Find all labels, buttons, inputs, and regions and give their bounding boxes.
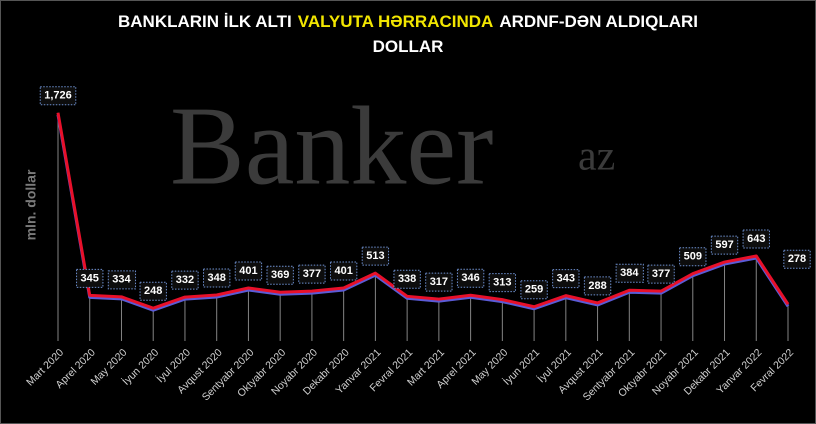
data-label: 509 bbox=[679, 247, 707, 267]
data-label-box bbox=[456, 268, 485, 288]
data-label-text: 345 bbox=[81, 272, 99, 284]
data-label: 1,726 bbox=[39, 86, 77, 106]
data-label: 317 bbox=[425, 272, 453, 292]
data-label-text: 401 bbox=[239, 265, 257, 277]
data-label-box bbox=[615, 263, 644, 283]
data-label-text: 377 bbox=[303, 268, 321, 280]
title-part: BANKLARIN İLK ALTI bbox=[118, 12, 292, 31]
line-shadow bbox=[56, 114, 790, 312]
data-label-text: 369 bbox=[271, 269, 289, 281]
data-label: 248 bbox=[139, 281, 167, 301]
data-label-box bbox=[783, 249, 811, 269]
data-label-box bbox=[583, 276, 612, 296]
data-label-text: 513 bbox=[366, 250, 384, 262]
watermark-sup: az bbox=[578, 134, 615, 180]
data-label-box bbox=[39, 86, 77, 106]
data-label-box bbox=[234, 261, 263, 281]
data-label-box bbox=[203, 268, 231, 288]
data-label: 343 bbox=[552, 269, 580, 289]
data-label: 332 bbox=[171, 270, 199, 290]
title-part: ARDNF-DƏN ALDIQLARI bbox=[499, 12, 698, 31]
title-part: DOLLAR bbox=[373, 37, 444, 56]
data-label-box bbox=[425, 272, 453, 292]
data-label: 278 bbox=[783, 249, 811, 269]
data-label: 313 bbox=[488, 273, 517, 293]
data-label: 513 bbox=[361, 246, 390, 266]
data-label-box bbox=[679, 247, 707, 267]
line bbox=[56, 112, 790, 310]
data-label-text: 317 bbox=[430, 276, 448, 288]
y-axis-label: mln. dollar bbox=[23, 169, 39, 240]
data-label: 377 bbox=[298, 264, 326, 284]
data-label-text: 288 bbox=[588, 280, 606, 292]
data-label: 345 bbox=[76, 268, 104, 288]
data-label-text: 278 bbox=[788, 253, 806, 265]
data-label-box bbox=[361, 246, 390, 266]
data-label-text: 597 bbox=[715, 239, 733, 251]
data-label-box bbox=[742, 229, 770, 249]
title-part: VALYUTA HƏRRACINDA bbox=[298, 12, 494, 31]
data-label: 288 bbox=[583, 276, 612, 296]
data-label-box bbox=[488, 273, 517, 293]
data-label: 597 bbox=[710, 235, 739, 255]
data-label-box bbox=[329, 261, 358, 281]
data-label-text: 334 bbox=[112, 274, 131, 286]
data-label-box bbox=[76, 268, 104, 288]
data-label-text: 643 bbox=[747, 233, 765, 245]
data-label-box bbox=[552, 269, 580, 289]
data-label-text: 338 bbox=[398, 273, 416, 285]
data-label: 377 bbox=[647, 264, 675, 284]
data-label-box bbox=[393, 269, 421, 289]
data-label: 346 bbox=[456, 268, 485, 288]
data-label: 338 bbox=[393, 269, 421, 289]
data-label-box bbox=[171, 270, 199, 290]
data-label-box bbox=[520, 280, 548, 300]
data-label-box bbox=[647, 264, 675, 284]
data-label: 369 bbox=[266, 265, 294, 285]
data-label-text: 401 bbox=[334, 265, 352, 277]
data-label-text: 248 bbox=[144, 285, 162, 297]
data-label-text: 343 bbox=[557, 273, 575, 285]
data-label-box bbox=[266, 265, 294, 285]
chart-title: BANKLARIN İLK ALTI VALYUTA HƏRRACINDA ARDN… bbox=[118, 12, 698, 31]
data-label: 259 bbox=[520, 280, 548, 300]
data-label-box bbox=[139, 281, 167, 301]
data-label-text: 384 bbox=[620, 267, 639, 279]
data-label-box bbox=[710, 235, 739, 255]
data-label-text: 348 bbox=[208, 272, 226, 284]
data-label-box bbox=[298, 264, 326, 284]
data-label-text: 259 bbox=[525, 284, 543, 296]
data-label-box bbox=[107, 270, 137, 290]
chart-title: DOLLAR bbox=[373, 37, 444, 56]
data-label: 643 bbox=[742, 229, 770, 249]
data-label: 334 bbox=[107, 270, 137, 290]
data-label: 384 bbox=[615, 263, 644, 283]
data-label: 348 bbox=[203, 268, 231, 288]
data-label-text: 1,726 bbox=[44, 90, 72, 102]
data-label-text: 313 bbox=[493, 277, 511, 289]
data-label-text: 509 bbox=[684, 251, 702, 263]
data-label-text: 332 bbox=[176, 274, 194, 286]
data-label: 401 bbox=[329, 261, 358, 281]
data-label-text: 377 bbox=[652, 268, 670, 280]
watermark: Banker bbox=[170, 85, 493, 209]
data-label: 401 bbox=[234, 261, 263, 281]
data-label-text: 346 bbox=[461, 272, 479, 284]
